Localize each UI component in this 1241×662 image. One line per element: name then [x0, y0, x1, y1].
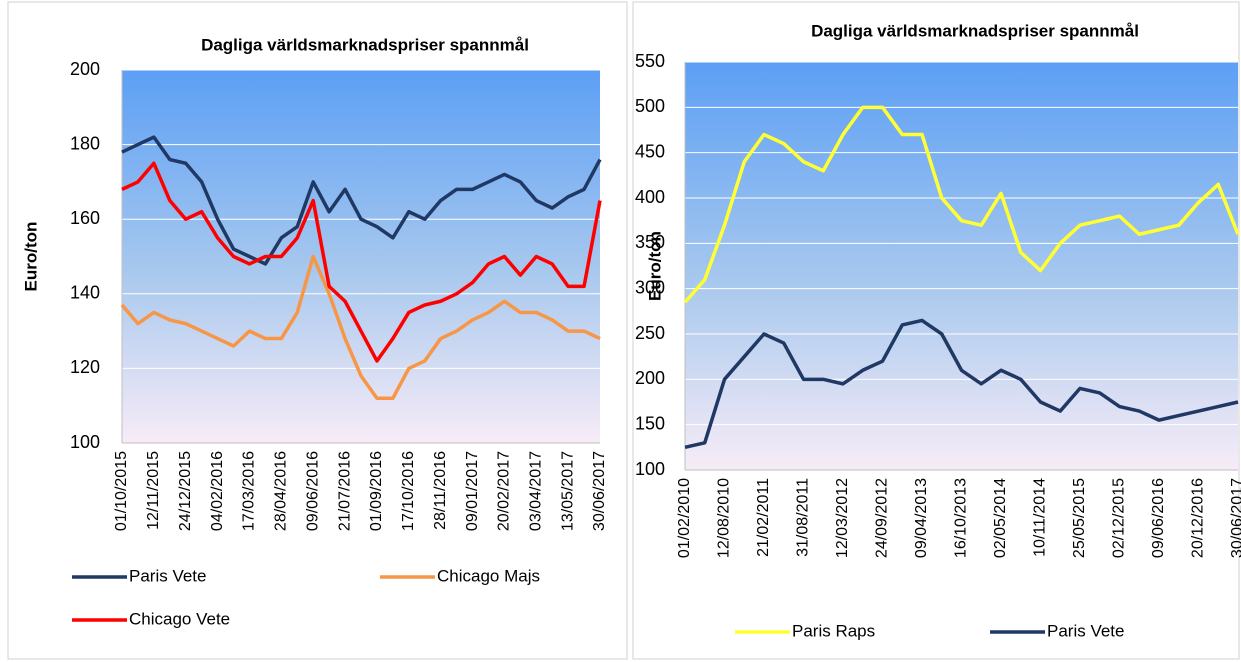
legend-label: Chicago Vete	[129, 609, 230, 628]
x-tick-label: 20/02/2017	[496, 451, 513, 531]
y-axis-title: Euro/ton	[645, 231, 664, 301]
x-tick-label: 10/11/2014	[1032, 478, 1049, 557]
x-tick-label: 09/06/2016	[1150, 478, 1167, 558]
legend-label: Paris Vete	[129, 566, 207, 585]
y-tick-label: 200	[635, 368, 665, 388]
x-tick-label: 28/11/2016	[432, 451, 449, 530]
x-tick-label: 02/05/2014	[992, 478, 1009, 558]
legend-label: Paris Vete	[1047, 621, 1125, 640]
x-tick-label: 17/10/2016	[400, 451, 417, 531]
x-tick-label: 25/05/2015	[1071, 478, 1088, 558]
y-tick-label: 200	[70, 59, 100, 79]
y-tick-label: 100	[635, 459, 665, 479]
data-line	[120, 254, 601, 400]
x-tick-label: 13/05/2017	[559, 451, 576, 531]
x-tick-label: 09/01/2017	[464, 451, 481, 531]
x-tick-label: 04/02/2016	[209, 451, 226, 531]
data-line	[121, 135, 602, 266]
y-tick-label: 400	[635, 187, 665, 207]
x-tick-label: 09/06/2016	[304, 451, 321, 531]
x-tick-label: 01/02/2010	[676, 478, 693, 558]
x-tick-label: 30/06/2017	[591, 451, 608, 531]
y-tick-label: 150	[635, 413, 665, 433]
x-tick-label: 12/11/2015	[145, 451, 162, 530]
y-tick-label: 180	[70, 133, 100, 153]
x-tick-label: 12/03/2012	[834, 478, 851, 558]
x-tick-label: 09/04/2013	[913, 478, 930, 558]
x-tick-label: 30/06/2017	[1229, 478, 1241, 558]
y-tick-label: 450	[635, 141, 665, 161]
x-tick-label: 24/09/2012	[874, 478, 891, 558]
chart-title: Dagliga världsmarknadspriser spannmål	[201, 35, 529, 54]
y-tick-label: 300	[635, 277, 665, 297]
x-tick-label: 01/09/2016	[368, 451, 385, 531]
x-tick-label: 24/12/2015	[177, 451, 194, 531]
x-tick-label: 21/02/2011	[755, 478, 772, 557]
x-tick-label: 12/08/2010	[716, 478, 733, 558]
data-line	[683, 105, 1240, 304]
chart-title: Dagliga världsmarknadspriser spannmål	[811, 21, 1139, 40]
x-tick-label: 21/07/2016	[336, 451, 353, 531]
legend-label: Paris Raps	[792, 621, 875, 640]
data-line	[684, 318, 1239, 450]
x-tick-label: 28/04/2016	[273, 451, 290, 531]
y-tick-label: 500	[635, 96, 665, 116]
x-tick-label: 17/03/2016	[241, 451, 258, 531]
plot-area	[685, 62, 1238, 470]
data-line	[121, 161, 602, 363]
y-tick-label: 550	[635, 51, 665, 71]
y-tick-label: 250	[635, 323, 665, 343]
legend-label: Chicago Majs	[437, 566, 540, 585]
x-tick-label: 01/10/2015	[113, 451, 130, 531]
y-tick-label: 140	[70, 283, 100, 303]
y-tick-label: 120	[70, 357, 100, 377]
x-tick-label: 02/12/2015	[1111, 478, 1128, 558]
x-tick-label: 20/12/2016	[1190, 478, 1207, 558]
y-tick-label: 350	[635, 232, 665, 252]
x-tick-label: 16/10/2013	[953, 478, 970, 558]
y-tick-label: 160	[70, 208, 100, 228]
plot-area	[122, 70, 600, 443]
y-tick-label: 100	[70, 432, 100, 452]
y-axis-title: Euro/ton	[21, 222, 40, 292]
x-tick-label: 03/04/2017	[527, 451, 544, 531]
x-tick-label: 31/08/2011	[795, 478, 812, 557]
